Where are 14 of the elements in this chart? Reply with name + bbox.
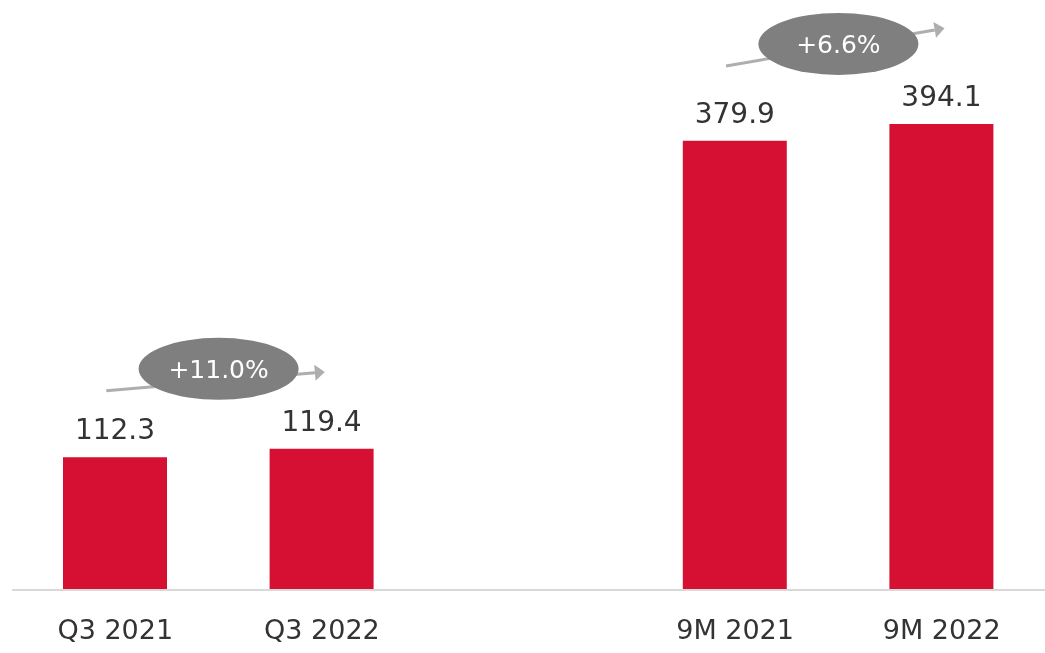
data-label: 394.1 <box>901 79 982 113</box>
x-tick-label: Q3 2022 <box>264 614 380 646</box>
bar <box>682 140 787 590</box>
text: +6.6% <box>796 29 881 59</box>
data-label: 119.4 <box>281 404 362 438</box>
x-tick-label: 9M 2022 <box>882 614 1001 646</box>
bar <box>63 457 167 590</box>
annotation: +11.0% <box>168 354 269 384</box>
bar <box>889 123 994 590</box>
data-label: 379.9 <box>694 96 775 130</box>
x-tick-label: Q3 2021 <box>57 614 174 646</box>
x-tick-label: 9M 2021 <box>676 614 794 646</box>
bar <box>269 448 374 590</box>
data-label: 112.3 <box>74 413 156 447</box>
